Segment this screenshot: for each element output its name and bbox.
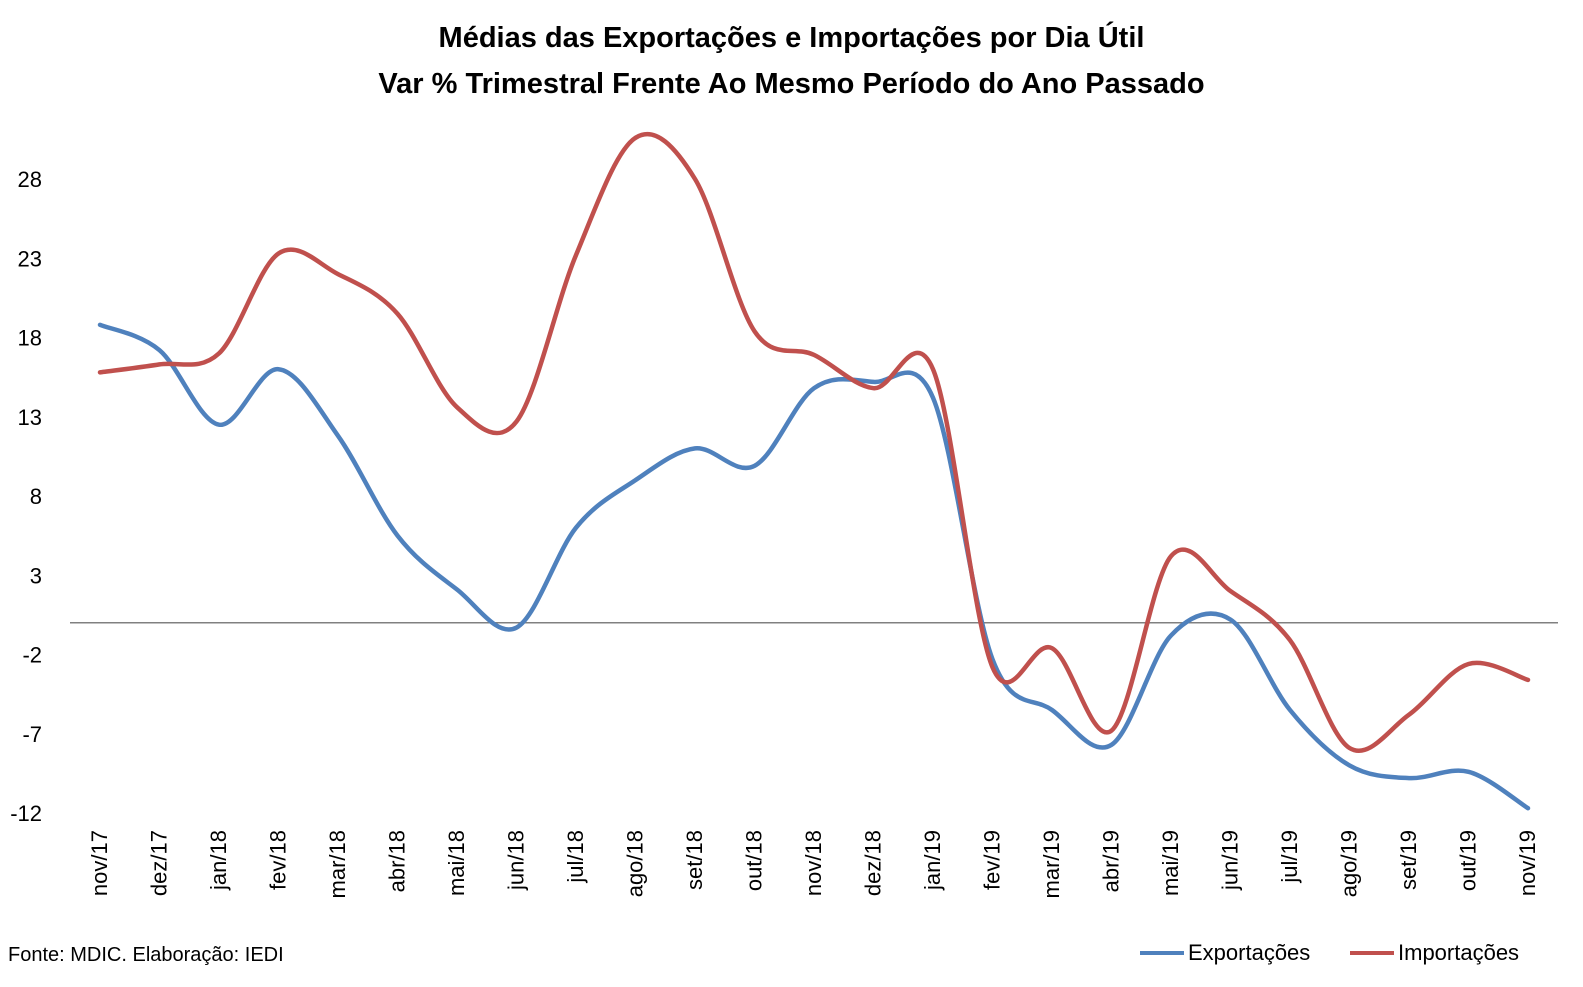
y-tick-label: 18	[18, 326, 42, 351]
x-tick-label: jan/18	[206, 830, 231, 891]
legend-label-exportacoes: Exportações	[1188, 940, 1311, 965]
x-tick-label: dez/18	[861, 830, 886, 896]
x-tick-label: mar/19	[1039, 830, 1064, 898]
legend-label-importacoes: Importações	[1398, 940, 1520, 965]
y-tick-label: 23	[18, 246, 42, 271]
x-tick-label: abr/18	[385, 830, 410, 892]
x-tick-label: ago/18	[623, 830, 648, 897]
series-line-importacoes	[97, 131, 1531, 753]
legend-item-importacoes: Importações	[1350, 940, 1519, 966]
y-tick-label: 28	[18, 167, 42, 192]
x-tick-label: mar/18	[325, 830, 350, 898]
y-axis-ticks: 28 23 18 13 8 3 -2 -7 -12	[10, 167, 42, 826]
chart-title-line1: Médias das Exportações e Importações por…	[438, 22, 1145, 54]
x-tick-label: mai/19	[1158, 830, 1183, 896]
x-tick-label: out/19	[1456, 830, 1481, 891]
y-tick-label: -7	[22, 722, 42, 747]
y-tick-label: 13	[18, 405, 42, 430]
x-tick-label: jun/18	[504, 830, 529, 891]
y-tick-label: -2	[22, 643, 42, 668]
x-tick-label: jun/19	[1218, 830, 1243, 891]
x-tick-label: dez/17	[147, 830, 172, 896]
x-tick-label: jan/19	[920, 830, 945, 891]
x-tick-label: nov/19	[1515, 830, 1540, 896]
series-line-exportacoes	[97, 322, 1531, 811]
x-tick-label: out/18	[742, 830, 767, 891]
legend-swatch-importacoes	[1350, 951, 1394, 955]
y-tick-label: 3	[30, 563, 42, 588]
series-group	[97, 131, 1531, 811]
x-tick-label: nov/18	[801, 830, 826, 896]
y-tick-label: -12	[10, 801, 42, 826]
x-tick-label: set/18	[682, 830, 707, 890]
chart-title-line2: Var % Trimestral Frente Ao Mesmo Período…	[378, 68, 1205, 100]
x-tick-label: jul/19	[1277, 830, 1302, 884]
x-tick-label: fev/19	[980, 830, 1005, 890]
source-note: Fonte: MDIC. Elaboração: IEDI	[8, 944, 284, 966]
x-tick-label: fev/18	[266, 830, 291, 890]
x-tick-label: mai/18	[444, 830, 469, 896]
x-tick-label: ago/19	[1337, 830, 1362, 897]
x-axis-ticks: nov/17 dez/17 jan/18 fev/18 mar/18 abr/18 mai/…	[87, 830, 1540, 898]
legend-item-exportacoes: Exportações	[1140, 940, 1310, 966]
x-tick-label: set/19	[1396, 830, 1421, 890]
x-tick-label: jul/18	[563, 830, 588, 884]
x-tick-label: nov/17	[87, 830, 112, 896]
y-tick-label: 8	[30, 484, 42, 509]
legend-swatch-exportacoes	[1140, 951, 1184, 955]
x-tick-label: abr/19	[1099, 830, 1124, 892]
